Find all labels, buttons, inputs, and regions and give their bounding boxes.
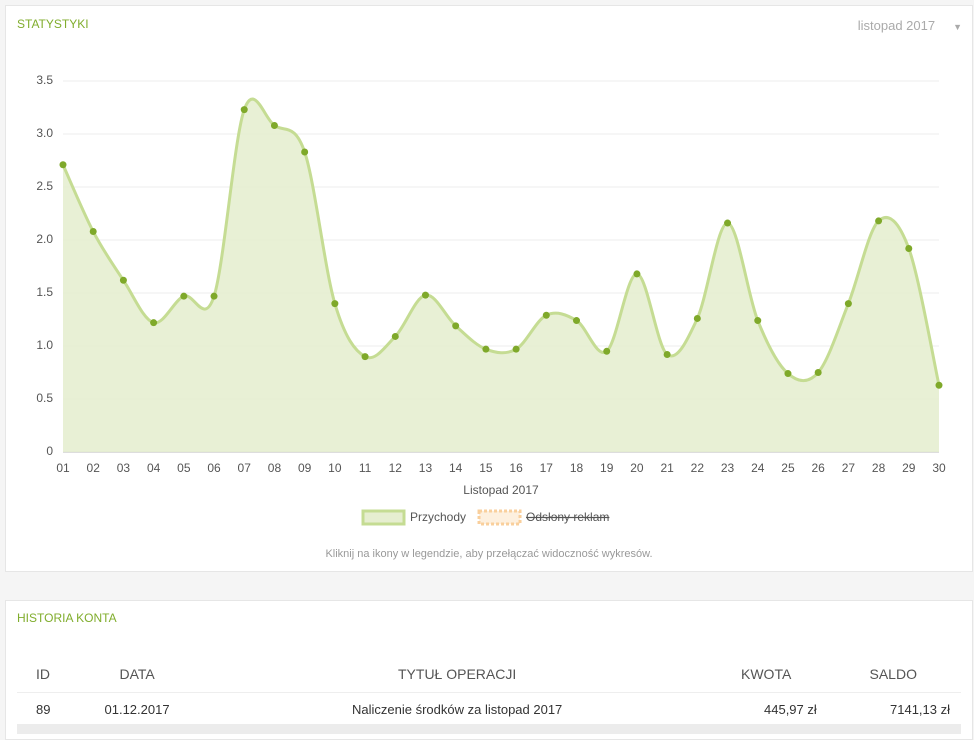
x-tick-label: 27 (842, 461, 856, 475)
point (270, 122, 278, 130)
x-tick-label: 02 (87, 461, 101, 475)
x-tick-label: 14 (449, 461, 463, 475)
x-tick-label: 29 (902, 461, 916, 475)
point (844, 300, 852, 308)
point (240, 106, 248, 114)
point (119, 276, 127, 284)
x-tick-label: 28 (872, 461, 886, 475)
point (150, 319, 158, 327)
x-tick-label: 12 (389, 461, 403, 475)
point (210, 292, 218, 300)
point (784, 370, 792, 378)
x-tick-label: 11 (359, 461, 372, 475)
period-dropdown[interactable]: listopad 2017 ▼ (858, 18, 962, 33)
point (693, 314, 701, 322)
point (391, 332, 399, 340)
point (361, 353, 369, 361)
panel-title: STATYSTYKI (17, 17, 89, 31)
x-tick-label: 08 (268, 461, 282, 475)
legend-hint: Kliknij na ikony w legendzie, aby przełą… (325, 548, 652, 560)
legend-swatch (361, 509, 406, 526)
table-cell: Naliczenie środków za listopad 2017 (352, 702, 563, 717)
x-tick-label: 24 (751, 461, 765, 475)
point (724, 219, 732, 227)
x-tick-label: 09 (298, 461, 312, 475)
x-tick-label: 30 (932, 461, 946, 475)
y-tick-label: 1.5 (36, 285, 53, 299)
point (512, 345, 520, 353)
x-tick-label: 15 (479, 461, 493, 475)
point (89, 228, 97, 236)
x-tick-label: 05 (177, 461, 191, 475)
legend-label: Przychody (410, 510, 466, 524)
point (301, 148, 309, 156)
x-tick-label: 10 (328, 461, 342, 475)
x-tick-label: 18 (570, 461, 584, 475)
y-tick-label: 1.0 (36, 338, 53, 352)
x-tick-label: 16 (509, 461, 523, 475)
column-header: KWOTA (741, 666, 792, 682)
chart: Listopad 2017 Kliknij na ikony w legendz… (36, 73, 946, 560)
period-label: listopad 2017 (857, 18, 936, 33)
legend-label: Odsłony reklam (526, 510, 609, 524)
point (59, 161, 67, 169)
point (421, 291, 429, 299)
point (935, 381, 943, 389)
x-tick-label: 25 (781, 461, 795, 475)
point (452, 322, 460, 330)
point (573, 317, 581, 325)
column-header: DATA (119, 666, 155, 682)
legend-item[interactable]: Przychody (361, 509, 466, 526)
point (905, 244, 913, 252)
column-header: ID (36, 666, 50, 682)
area (63, 99, 939, 453)
point (663, 350, 671, 358)
point (180, 292, 188, 300)
x-tick-label: 13 (419, 461, 433, 475)
x-tick-label: 01 (56, 461, 70, 475)
x-tick-label: 19 (600, 461, 614, 475)
x-tick-label: 26 (811, 461, 825, 475)
y-tick-label: 2.5 (36, 179, 53, 193)
y-tick-label: 0 (46, 444, 53, 458)
point (633, 270, 641, 278)
point (331, 300, 339, 308)
column-header: TYTUŁ OPERACJI (398, 666, 517, 682)
point (814, 369, 822, 376)
x-tick-label: 07 (238, 461, 252, 475)
table-cell: 7141,13 zł (890, 702, 950, 717)
y-tick-label: 2.0 (36, 232, 53, 246)
x-tick-label: 06 (207, 461, 221, 475)
x-tick-label: 04 (147, 461, 161, 475)
next-row (17, 724, 961, 734)
legend-item[interactable]: Odsłony reklam (477, 509, 609, 526)
y-tick-label: 0.5 (36, 391, 53, 405)
y-tick-label: 3.5 (36, 73, 53, 87)
point (875, 217, 883, 225)
y-tick-label: 3.0 (36, 126, 53, 140)
dropdown-arrow: ▼ (953, 22, 962, 32)
point (542, 311, 550, 319)
table-cell: 89 (36, 702, 51, 717)
panel-title: HISTORIA KONTA (17, 611, 117, 625)
header-divider (17, 692, 961, 693)
point (482, 345, 490, 353)
table-cell: 01.12.2017 (104, 702, 170, 717)
x-tick-label: 22 (691, 461, 705, 475)
legend-swatch (477, 509, 522, 526)
x-tick-label: 23 (721, 461, 735, 475)
column-header: SALDO (869, 666, 917, 682)
x-tick-label: 21 (660, 461, 674, 475)
table-cell: 445,97 zł (764, 702, 817, 717)
x-axis-label: Listopad 2017 (463, 483, 539, 497)
x-tick-label: 20 (630, 461, 644, 475)
line (61, 97, 941, 386)
point (603, 347, 611, 355)
stats-panel: STATYSTYKI listopad 2017 ▼ (5, 5, 973, 572)
x-tick-label: 03 (117, 461, 131, 475)
x-tick-label: 17 (540, 461, 554, 475)
point (754, 317, 762, 325)
